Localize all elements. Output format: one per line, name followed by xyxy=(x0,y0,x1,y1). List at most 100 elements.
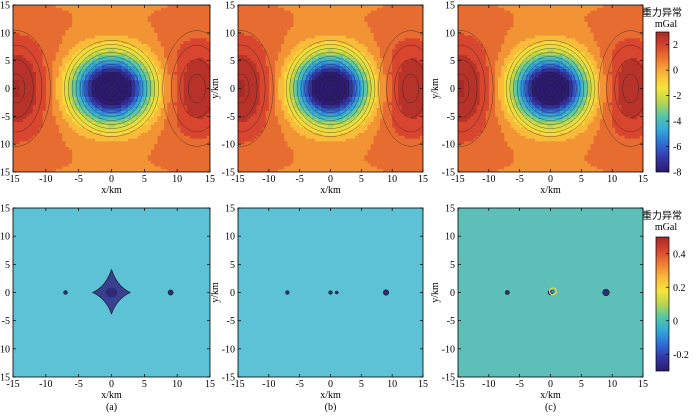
field-cell xyxy=(379,16,384,20)
field-cell xyxy=(108,91,113,95)
field-cell xyxy=(26,82,31,87)
field-cell xyxy=(203,91,208,95)
field-cell xyxy=(308,32,313,37)
field-cell xyxy=(200,88,205,92)
field-cell xyxy=(49,119,53,123)
field-cell xyxy=(95,124,99,129)
field-cell xyxy=(416,46,421,51)
field-cell xyxy=(376,24,381,28)
field-cell xyxy=(85,63,90,67)
field-cell xyxy=(58,155,63,159)
field-cell xyxy=(177,155,182,159)
field-cell xyxy=(164,5,168,9)
field-cell xyxy=(157,57,162,62)
field-cell xyxy=(81,66,86,70)
field-cell xyxy=(39,21,44,26)
field-cell xyxy=(170,24,175,28)
field-cell xyxy=(121,5,126,9)
field-cell xyxy=(42,43,47,48)
field-cell xyxy=(131,105,136,109)
field-cell xyxy=(134,138,139,142)
field-cell xyxy=(131,141,136,145)
field-cell xyxy=(108,96,113,101)
field-cell xyxy=(78,135,83,140)
field-cell xyxy=(160,18,165,23)
field-cell xyxy=(121,30,126,34)
field-cell xyxy=(164,18,168,23)
field-cell xyxy=(404,10,409,14)
field-cell xyxy=(167,152,172,156)
field-cell xyxy=(247,7,251,12)
field-cell xyxy=(16,82,21,87)
field-cell xyxy=(401,41,406,45)
field-cell xyxy=(407,27,412,31)
field-cell xyxy=(413,21,418,26)
field-cell xyxy=(293,60,298,65)
field-cell xyxy=(278,38,282,42)
field-cell xyxy=(52,38,57,42)
field-cell xyxy=(379,55,384,59)
field-cell xyxy=(160,13,165,17)
field-cell xyxy=(349,27,353,31)
field-cell xyxy=(134,55,139,59)
field-cell xyxy=(72,149,76,154)
field-cell xyxy=(203,130,208,134)
field-cell xyxy=(345,16,350,20)
field-cell xyxy=(19,52,24,56)
field-cell xyxy=(22,91,27,95)
field-cell xyxy=(287,60,292,65)
field-cell xyxy=(157,74,162,78)
field-cell xyxy=(196,110,201,115)
field-cell xyxy=(42,5,47,9)
field-cell xyxy=(35,96,40,101)
field-cell xyxy=(419,24,423,28)
field-cell xyxy=(29,149,34,154)
field-cell xyxy=(164,94,168,98)
field-cell xyxy=(203,133,208,137)
field-cell xyxy=(35,105,40,109)
field-cell xyxy=(108,74,113,78)
field-cell xyxy=(121,82,126,87)
field-cell xyxy=(13,13,17,17)
field-cell xyxy=(16,7,21,12)
field-cell xyxy=(342,7,347,12)
field-cell xyxy=(206,82,210,87)
field-cell xyxy=(330,55,335,59)
field-cell xyxy=(49,85,53,90)
field-cell xyxy=(336,5,341,9)
field-cell xyxy=(196,10,201,14)
field-cell xyxy=(98,119,103,123)
field-cell xyxy=(118,32,122,37)
field-cell xyxy=(45,163,50,168)
field-cell xyxy=(19,55,24,59)
field-cell xyxy=(401,32,406,37)
field-cell xyxy=(42,94,47,98)
field-cell xyxy=(42,21,47,26)
field-cell xyxy=(379,35,384,39)
field-cell xyxy=(144,160,149,165)
field-cell xyxy=(104,32,109,37)
field-cell xyxy=(114,74,119,78)
field-cell xyxy=(287,7,292,12)
field-cell xyxy=(52,169,57,172)
field-cell xyxy=(98,30,103,34)
field-cell xyxy=(111,27,116,31)
field-cell xyxy=(131,5,136,9)
field-cell xyxy=(49,57,53,62)
field-cell xyxy=(302,46,307,51)
field-cell xyxy=(32,113,37,117)
field-cell xyxy=(180,124,185,129)
field-cell xyxy=(150,166,155,170)
field-cell xyxy=(206,35,210,39)
field-cell xyxy=(55,99,60,104)
field-cell xyxy=(104,88,109,92)
field-cell xyxy=(203,121,208,126)
field-cell xyxy=(259,60,264,65)
field-cell xyxy=(26,18,31,23)
field-cell xyxy=(330,27,335,31)
field-cell xyxy=(160,35,165,39)
field-cell xyxy=(287,41,292,45)
field-cell xyxy=(247,35,251,39)
field-cell xyxy=(101,138,106,142)
field-cell xyxy=(386,52,390,56)
